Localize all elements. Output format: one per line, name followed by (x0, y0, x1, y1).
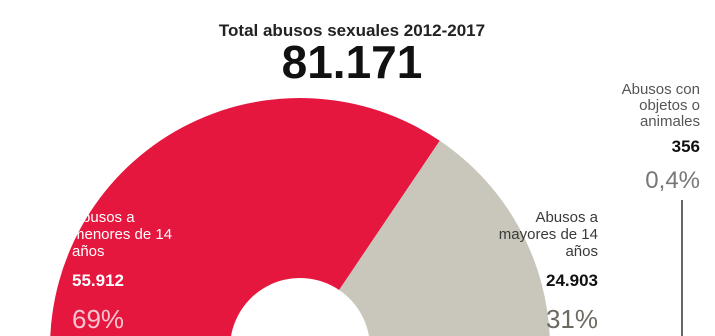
slice-label: Abusos con (622, 81, 700, 98)
pie-slice (50, 98, 440, 336)
slice-label: años (72, 243, 105, 260)
slice-label: menores de 14 (72, 226, 172, 243)
slice-value: 55.912 (72, 271, 124, 290)
slice-label: Abusos a (535, 209, 598, 226)
slice-label: años (565, 243, 598, 260)
slice-value: 24.903 (546, 271, 598, 290)
chart-total: 81.171 (282, 36, 423, 88)
chart-title: Total abusos sexuales 2012-2017 (219, 21, 485, 40)
pie-slice (339, 140, 550, 336)
slice-value: 356 (672, 137, 700, 156)
slice-label: Abusos a (72, 209, 135, 226)
slice-percent: 0,4% (645, 167, 700, 194)
slice-percent: 31% (546, 304, 598, 334)
chart-slices (50, 98, 550, 336)
slice-label: objetos o (639, 97, 700, 114)
slice-percent: 69% (72, 304, 124, 334)
slice-label: animales (640, 113, 700, 130)
slice-label: mayores de 14 (499, 226, 598, 243)
